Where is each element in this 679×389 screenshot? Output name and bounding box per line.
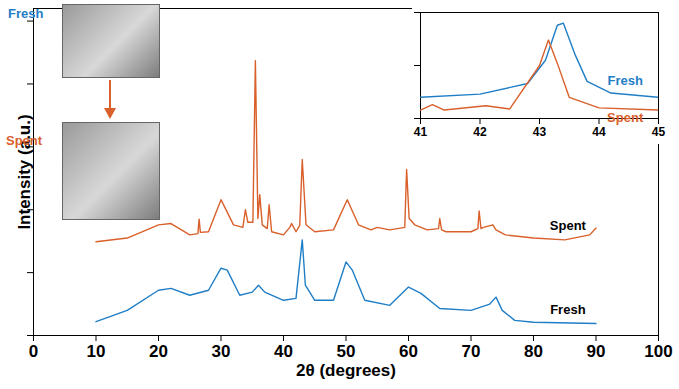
svg-text:60: 60 [399,342,418,361]
svg-text:30: 30 [212,342,231,361]
svg-text:40: 40 [274,342,293,361]
svg-text:Fresh: Fresh [550,302,585,317]
svg-text:44: 44 [592,125,606,139]
svg-text:50: 50 [337,342,356,361]
svg-text:0: 0 [29,342,38,361]
svg-text:Intensity (a.u.): Intensity (a.u.) [15,114,34,229]
svg-text:10: 10 [87,342,106,361]
svg-text:Fresh: Fresh [607,73,642,88]
svg-text:45: 45 [652,125,666,139]
svg-text:41: 41 [414,125,428,139]
svg-text:100: 100 [644,342,672,361]
svg-text:70: 70 [462,342,481,361]
svg-text:2θ (degrees): 2θ (degrees) [296,361,396,380]
svg-text:Spent: Spent [550,218,587,233]
svg-text:Spent: Spent [607,110,644,125]
svg-text:20: 20 [149,342,168,361]
svg-text:90: 90 [587,342,606,361]
svg-text:43: 43 [533,125,547,139]
svg-text:80: 80 [524,342,543,361]
svg-text:42: 42 [473,125,487,139]
